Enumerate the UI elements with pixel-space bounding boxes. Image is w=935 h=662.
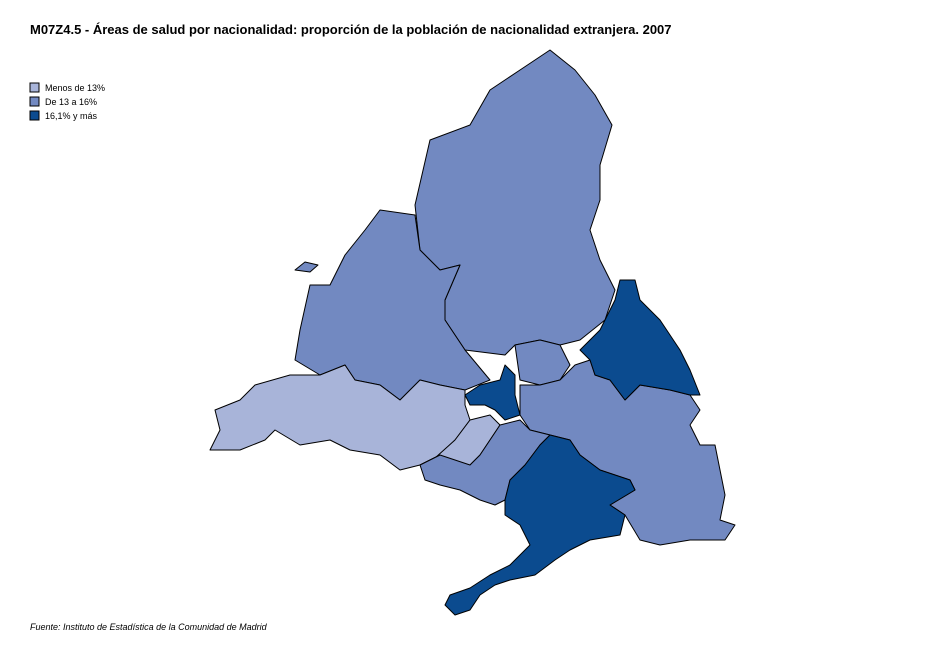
region (294, 261, 319, 273)
region (444, 434, 636, 616)
legend-label: 16,1% y más (45, 111, 98, 121)
title: M07Z4.5 - Áreas de salud por nacionalida… (30, 22, 672, 37)
legend-label: Menos de 13% (45, 83, 105, 93)
region (514, 339, 571, 386)
legend-label: De 13 a 16% (45, 97, 97, 107)
map (209, 49, 736, 616)
region (464, 364, 521, 421)
region (579, 279, 701, 401)
legend-swatch (29, 82, 40, 93)
legend-swatch (29, 110, 40, 121)
legend-swatch (29, 96, 40, 107)
source: Fuente: Instituto de Estadística de la C… (30, 622, 268, 632)
legend: Menos de 13% De 13 a 16% 16,1% y más (29, 82, 105, 121)
